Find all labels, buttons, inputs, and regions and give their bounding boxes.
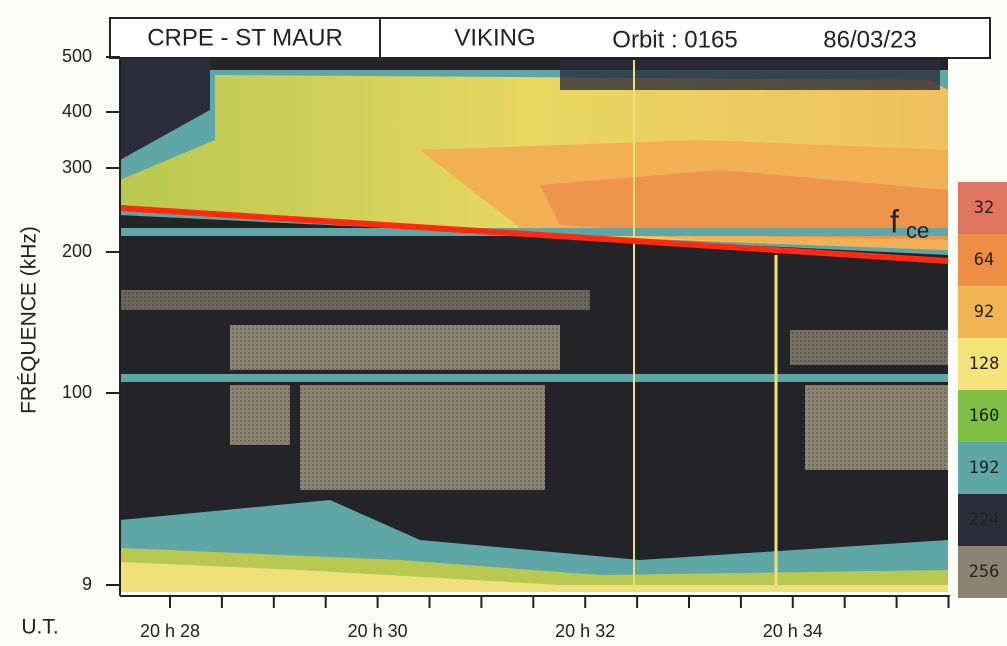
colorbar: 32 64 92 128 160 192 224 256 [958,182,1007,598]
header-text: Orbit : 0165 [612,26,737,53]
region [560,60,940,90]
x-tick-label: 20 h 30 [348,621,408,641]
x-tick-label: 20 h 34 [763,621,823,641]
colorbar-label: 224 [969,510,1000,530]
annotation: f [890,203,899,239]
y-axis-label: FRÉQUENCE (kHz) [18,226,41,414]
colorbar-label: 128 [969,354,1000,374]
y-tick-label: 500 [62,46,92,66]
y-tick-label: 300 [62,157,92,177]
y-tick-label: 400 [62,101,92,121]
header-text: VIKING [454,24,535,51]
colorbar-label: 256 [969,562,1000,582]
x-tick-label: 20 h 28 [140,621,200,641]
y-tick-label: 9 [82,574,92,594]
region [230,385,290,445]
region [805,385,948,470]
y-tick-label: 100 [62,382,92,402]
header: CRPE - ST MAUR VIKING Orbit : 0165 86/03… [110,18,990,58]
figure: CRPE - ST MAUR VIKING Orbit : 0165 86/03… [0,0,1007,646]
colorbar-label: 160 [969,406,1000,426]
region [120,290,590,310]
annotation-sub: ce [906,218,929,243]
colorbar-label: 32 [974,198,994,218]
y-tick-label: 200 [62,241,92,261]
region [120,374,948,382]
header-text: CRPE - ST MAUR [147,24,343,51]
header-text: 86/03/23 [823,26,916,53]
colorbar-label: 92 [974,302,994,322]
colorbar-label: 64 [974,250,994,270]
spectrogram [120,58,948,592]
region [300,385,545,490]
colorbar-label: 192 [969,458,1000,478]
region [230,325,560,370]
region [790,330,948,365]
x-tick-label: 20 h 32 [555,621,615,641]
x-axis-label: U.T. [21,616,58,639]
